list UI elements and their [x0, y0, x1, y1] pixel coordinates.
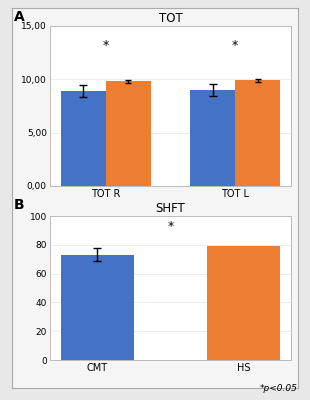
Legend: CMT, HS: CMT, HS	[134, 220, 207, 233]
Bar	[235, 80, 281, 186]
Bar	[207, 246, 281, 360]
Bar	[106, 82, 151, 186]
Title: TOT: TOT	[159, 12, 182, 25]
Bar	[60, 255, 134, 360]
Text: *: *	[103, 39, 109, 52]
Bar	[190, 90, 235, 186]
Text: *: *	[167, 220, 174, 233]
Text: A: A	[14, 10, 25, 24]
Text: B: B	[14, 198, 24, 212]
Bar	[60, 91, 106, 186]
Text: *: *	[232, 39, 238, 52]
Title: SHFT: SHFT	[156, 202, 185, 215]
Text: *p<0.05: *p<0.05	[260, 384, 298, 393]
